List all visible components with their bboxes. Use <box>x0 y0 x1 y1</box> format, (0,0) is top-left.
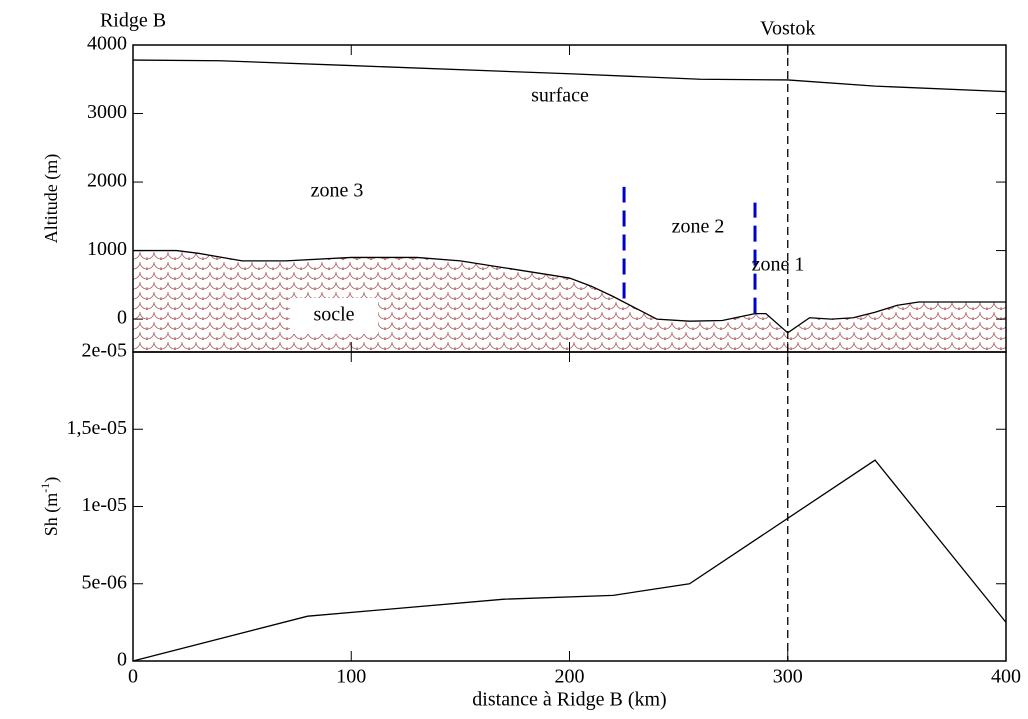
series-label: socle <box>313 304 354 326</box>
y-tick-label: 3000 <box>87 101 127 123</box>
line <box>132 59 1007 93</box>
y-tick-label: 0 <box>117 307 127 329</box>
series-label: surface <box>531 85 589 107</box>
y-axis-label: Sh (m-1) <box>38 477 62 537</box>
plot-frame <box>132 351 1007 662</box>
y-tick-label: 1000 <box>87 238 127 260</box>
annotation: zone 1 <box>752 254 805 276</box>
annotation: zone 2 <box>672 216 725 238</box>
area <box>133 250 1006 352</box>
y-axis-label-part: -1 <box>38 483 52 493</box>
y-tick-label: 5e-06 <box>81 571 127 593</box>
x-tick-label: 0 <box>128 666 138 688</box>
y-tick-label: 2000 <box>87 170 127 192</box>
start-label: Ridge B <box>100 10 166 32</box>
y-tick-label: 1e-05 <box>81 494 127 516</box>
x-tick-label: 200 <box>555 666 585 688</box>
label-bg <box>290 298 378 334</box>
y-axis-label-part: ) <box>41 477 62 483</box>
x-tick-label: 100 <box>336 666 366 688</box>
x-tick-label: 400 <box>991 666 1021 688</box>
line <box>133 249 1006 334</box>
y-axis-label-part: Sh (m <box>41 493 62 537</box>
y-tick-label: 0 <box>117 649 127 671</box>
y-axis-label: Altitude (m) <box>41 154 62 243</box>
vostok-label: Vostok <box>760 18 815 40</box>
y-tick-label: 4000 <box>87 33 127 55</box>
x-tick-label: 300 <box>773 666 803 688</box>
annotation: zone 3 <box>311 180 364 202</box>
y-tick-label: 1,5e-05 <box>66 417 127 439</box>
line <box>132 459 1007 662</box>
x-axis-label: distance à Ridge B (km) <box>472 689 666 711</box>
y-tick-label: 2e-05 <box>81 340 127 362</box>
